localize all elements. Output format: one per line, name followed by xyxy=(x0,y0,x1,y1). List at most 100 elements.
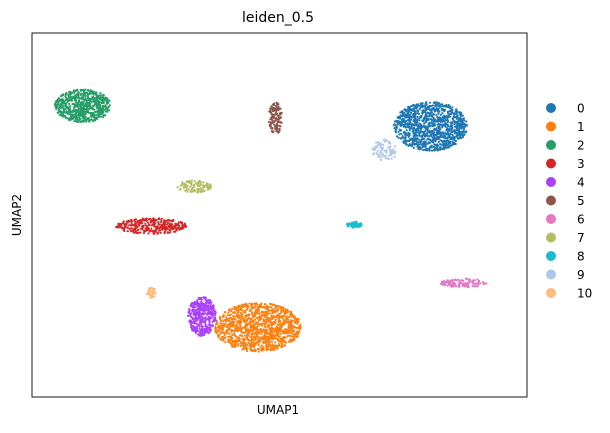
point xyxy=(420,123,423,126)
point xyxy=(260,324,264,327)
point xyxy=(277,116,280,119)
point xyxy=(274,341,277,344)
point xyxy=(240,315,244,318)
point xyxy=(239,344,242,348)
point xyxy=(256,340,259,343)
y-axis-label: UMAP2 xyxy=(10,194,24,236)
cluster-3-points xyxy=(115,217,188,235)
point xyxy=(465,124,469,127)
point xyxy=(434,143,437,147)
point xyxy=(453,130,456,133)
point xyxy=(442,142,445,145)
point xyxy=(245,315,248,318)
point xyxy=(465,285,468,288)
point xyxy=(81,95,84,98)
point xyxy=(446,284,449,287)
point xyxy=(91,106,94,109)
point xyxy=(435,105,438,108)
point xyxy=(402,123,405,127)
point xyxy=(213,316,216,319)
point xyxy=(239,327,242,330)
point xyxy=(418,117,421,120)
point xyxy=(171,228,174,231)
point xyxy=(274,320,277,323)
point xyxy=(149,220,152,223)
point xyxy=(407,116,410,119)
point xyxy=(475,282,478,285)
point xyxy=(144,227,147,230)
point xyxy=(433,107,436,110)
point xyxy=(461,114,464,117)
point xyxy=(84,91,87,94)
point xyxy=(299,323,302,326)
point xyxy=(443,105,446,108)
point xyxy=(130,220,133,223)
point xyxy=(70,96,73,99)
point xyxy=(461,123,464,126)
point xyxy=(234,327,237,330)
point xyxy=(108,109,111,112)
point xyxy=(59,106,62,109)
point xyxy=(245,303,248,306)
point xyxy=(290,338,293,342)
point xyxy=(267,309,270,312)
point xyxy=(91,119,95,122)
point xyxy=(98,110,101,113)
point xyxy=(435,134,438,137)
point xyxy=(187,180,190,183)
cluster-9-points xyxy=(371,138,397,161)
point xyxy=(237,315,240,318)
point xyxy=(422,118,426,121)
point xyxy=(404,135,407,138)
point xyxy=(166,226,169,229)
point xyxy=(157,217,160,220)
point xyxy=(408,113,411,116)
point xyxy=(419,142,422,145)
point xyxy=(358,222,362,225)
point xyxy=(199,332,202,335)
point xyxy=(76,110,79,113)
point xyxy=(202,184,205,187)
point xyxy=(421,111,424,114)
point xyxy=(266,306,269,309)
point xyxy=(189,314,192,317)
point xyxy=(261,306,264,309)
point xyxy=(461,130,465,134)
point xyxy=(152,219,156,222)
point xyxy=(382,138,385,141)
point xyxy=(88,97,91,100)
point xyxy=(249,309,252,312)
point xyxy=(154,229,158,232)
point xyxy=(256,333,259,336)
point xyxy=(76,89,79,92)
point xyxy=(271,317,274,321)
point xyxy=(95,116,98,119)
point xyxy=(265,340,268,344)
x-axis-label: UMAP1 xyxy=(257,403,299,417)
point xyxy=(416,109,419,112)
point xyxy=(168,219,171,222)
cluster-0-points xyxy=(392,101,469,152)
point xyxy=(409,123,412,126)
point xyxy=(99,94,102,97)
point xyxy=(271,333,274,336)
point xyxy=(456,136,459,139)
point xyxy=(414,134,417,137)
point xyxy=(246,306,249,309)
point xyxy=(220,320,223,323)
point xyxy=(412,128,415,131)
point xyxy=(274,318,277,321)
point xyxy=(198,304,201,307)
point xyxy=(208,319,211,323)
point xyxy=(442,139,445,143)
point xyxy=(422,140,425,143)
point xyxy=(374,148,377,151)
point xyxy=(243,309,246,312)
point xyxy=(264,314,267,317)
point xyxy=(371,147,374,150)
point xyxy=(253,348,256,351)
point xyxy=(432,118,435,121)
point xyxy=(87,109,90,112)
point xyxy=(457,118,460,121)
point xyxy=(406,133,409,137)
